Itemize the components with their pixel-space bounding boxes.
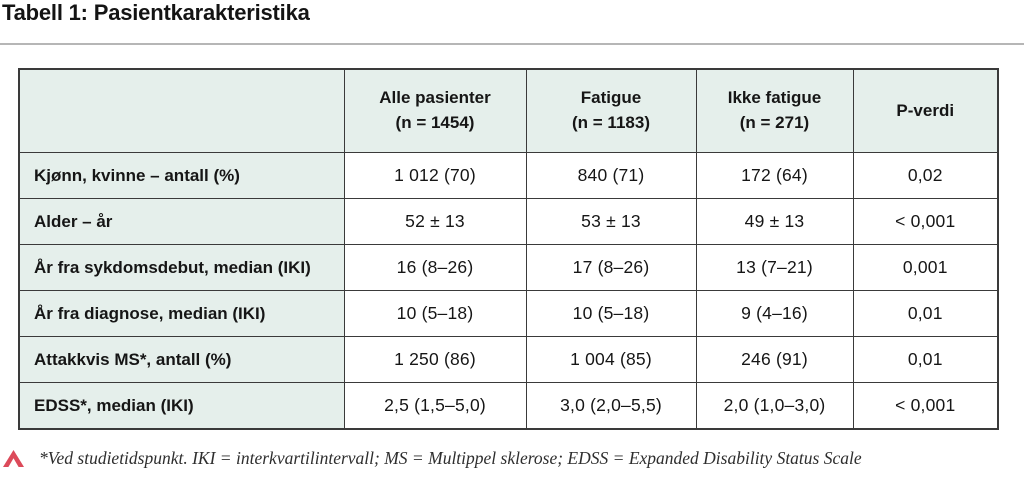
- row-label: Kjønn, kvinne – antall (%): [18, 152, 345, 199]
- table-row: EDSS*, median (IKI) 2,5 (1,5–5,0) 3,0 (2…: [18, 382, 999, 430]
- patient-characteristics-table: Alle pasienter (n = 1454) Fatigue (n = 1…: [18, 68, 999, 430]
- header-row: Alle pasienter (n = 1454) Fatigue (n = 1…: [18, 68, 999, 153]
- column-header-p-verdi: P-verdi: [852, 68, 999, 153]
- row-label: EDSS*, median (IKI): [18, 382, 345, 430]
- value-cell: 0,001: [852, 244, 999, 291]
- value-cell: 49 ± 13: [695, 198, 854, 245]
- value-cell: 0,01: [852, 290, 999, 337]
- value-cell: 9 (4–16): [695, 290, 854, 337]
- column-header-line1: Alle pasienter: [379, 88, 491, 108]
- footnote: *Ved studietidspunkt. IKI = interkvartil…: [3, 448, 862, 469]
- value-cell: 16 (8–26): [343, 244, 527, 291]
- value-cell: 172 (64): [695, 152, 854, 199]
- value-cell: < 0,001: [852, 382, 999, 430]
- value-cell: 52 ± 13: [343, 198, 527, 245]
- column-header-line1: P-verdi: [896, 100, 955, 120]
- column-header-empty: [18, 68, 345, 153]
- value-cell: 1 012 (70): [343, 152, 527, 199]
- column-header-ikke-fatigue: Ikke fatigue (n = 271): [695, 68, 854, 153]
- page-title: Tabell 1: Pasientkarakteristika: [2, 0, 310, 25]
- column-header-line1: Ikke fatigue: [727, 88, 822, 108]
- table-row: Attakkvis MS*, antall (%) 1 250 (86) 1 0…: [18, 336, 999, 383]
- column-header-line1: Fatigue: [580, 88, 642, 108]
- column-header-fatigue: Fatigue (n = 1183): [525, 68, 697, 153]
- value-cell: 10 (5–18): [525, 290, 697, 337]
- value-cell: 1 250 (86): [343, 336, 527, 383]
- row-label: År fra diagnose, median (IKI): [18, 290, 345, 337]
- table-row: Kjønn, kvinne – antall (%) 1 012 (70) 84…: [18, 152, 999, 199]
- value-cell: 0,02: [852, 152, 999, 199]
- column-header-alle-pasienter: Alle pasienter (n = 1454): [343, 68, 527, 153]
- value-cell: 840 (71): [525, 152, 697, 199]
- value-cell: 13 (7–21): [695, 244, 854, 291]
- chevron-up-logo-icon: [3, 450, 24, 467]
- table-row: År fra diagnose, median (IKI) 10 (5–18) …: [18, 290, 999, 337]
- value-cell: 246 (91): [695, 336, 854, 383]
- value-cell: 0,01: [852, 336, 999, 383]
- row-label: Attakkvis MS*, antall (%): [18, 336, 345, 383]
- title-separator-line: [0, 43, 1024, 45]
- value-cell: 2,5 (1,5–5,0): [343, 382, 527, 430]
- row-label: År fra sykdomsdebut, median (IKI): [18, 244, 345, 291]
- value-cell: 53 ± 13: [525, 198, 697, 245]
- value-cell: 17 (8–26): [525, 244, 697, 291]
- table-row: År fra sykdomsdebut, median (IKI) 16 (8–…: [18, 244, 999, 291]
- value-cell: 3,0 (2,0–5,5): [525, 382, 697, 430]
- value-cell: < 0,001: [852, 198, 999, 245]
- row-label: Alder – år: [18, 198, 345, 245]
- table-footnote-text: *Ved studietidspunkt. IKI = interkvartil…: [39, 448, 862, 468]
- value-cell: 10 (5–18): [343, 290, 527, 337]
- column-header-line2: (n = 1454): [395, 113, 475, 132]
- value-cell: 2,0 (1,0–3,0): [695, 382, 854, 430]
- column-header-line2: (n = 271): [739, 113, 810, 132]
- table-row: Alder – år 52 ± 13 53 ± 13 49 ± 13 < 0,0…: [18, 198, 999, 245]
- value-cell: 1 004 (85): [525, 336, 697, 383]
- column-header-line2: (n = 1183): [572, 113, 650, 132]
